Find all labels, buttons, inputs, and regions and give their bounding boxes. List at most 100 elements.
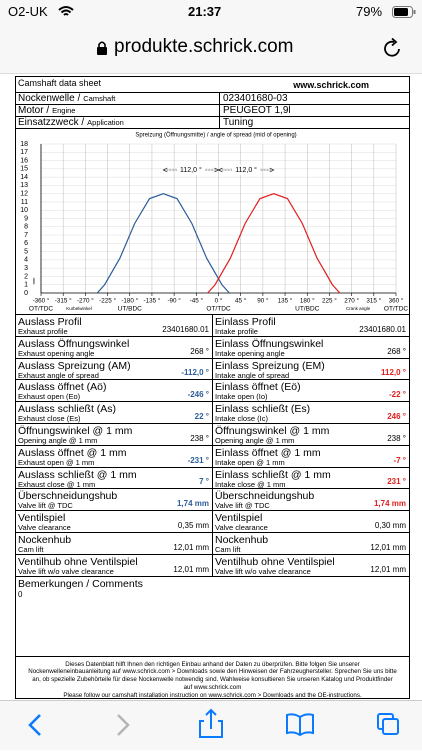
data-row: Überschneidungshub Valve lift @ TDC 1,74 m… [213,488,409,510]
row-value: -231 ° [187,455,209,465]
row-value: 22 ° [194,411,209,421]
row-label-en: Opening angle @ 1 mm [18,436,98,445]
data-row: Auslass Profil Exhaust profile 23401680.01 [16,314,213,336]
annotation-bg [232,165,261,175]
info-value: 023401680-03 [223,93,288,104]
lift-curve [207,193,341,294]
label: Einsatzzweck / [18,117,85,128]
chart-title: Spreizung (Öffnungsmitte) / angle of spr… [135,132,296,139]
row-label-en: Intake close (Ic) [215,414,268,423]
battery-icon [392,6,416,18]
row-value: 1,74 mm [176,499,209,509]
address-bar[interactable]: produkte.schrick.com [0,24,422,74]
chart: Spreizung (Öffnungsmitte) / angle of spr… [20,132,408,313]
arrow-head [217,167,275,173]
y-tick-label: 0 [24,290,28,297]
y-tick-label: 2 [24,273,28,280]
y-tick-label: 1 [24,282,28,289]
row-value: 112,0 ° [381,368,406,378]
row-label: Einlass Profil [215,316,276,328]
info-label: Motor / Engine [18,105,220,116]
row-value: 12,01 mm [173,542,209,552]
forward-button[interactable] [117,714,130,736]
x-marker-label: Kurbelwinkel [66,306,92,311]
y-tick-label: 11 [21,199,28,206]
label-en: Engine [52,106,76,115]
row-value: 12,01 mm [370,542,406,552]
row-label: Einlass Öffnungswinkel [215,337,324,350]
row-value: -7 ° [393,455,406,465]
footer: Dieses Datenblatt hilft Ihnen den richti… [16,655,409,698]
data-row: Auslass Öffnungswinkel Exhaust opening an… [16,335,213,358]
x-tick-label: 360 ° [389,297,404,305]
row-label: Ventilhub ohne Ventilspiel [215,555,335,568]
row-label: Einlass schließt @ 1 mm [215,468,331,481]
data-row: Ventilhub ohne Ventilspiel Valve lift w/o… [213,553,409,576]
data-row: Auslass öffnet (Aö) Exhaust open (Eo) -246… [16,379,213,402]
sheet-title: Camshaft data sheet [18,78,102,88]
x-tick-label: 0 ° [215,297,223,305]
wifi-icon [58,6,74,16]
y-tick-label: 14 [20,174,28,181]
data-row: Ventilhub ohne Ventilspiel Valve lift w/o… [16,553,213,576]
bookmarks-button[interactable] [286,713,314,737]
row-label-en: Intake open @ 1 mm [215,457,285,467]
y-tick-label: 5 [24,248,28,255]
x-tick-label: -225 ° [99,297,116,305]
row-value: 268 ° [387,346,406,356]
share-button[interactable] [199,708,223,738]
row-value: 268 ° [190,346,209,356]
row-label-en: Intake opening angle [215,348,285,358]
y-tick-label: 3 [24,265,28,272]
data-row: Einlass Profil Intake profile 23401680.01 [213,314,409,336]
y-tick-label: 10 [20,207,28,214]
lock-icon [97,41,107,55]
row-label-en: Exhaust angle of spread [18,370,99,380]
x-marker-label: UT/BDC [295,306,320,313]
row-label-en: Exhaust opening angle [18,348,95,358]
row-value: 238 ° [190,433,209,443]
annotation: 112,0 ° [180,166,202,174]
label: Motor / [18,105,50,116]
row-value: 12,01 mm [173,564,209,574]
reload-button[interactable] [382,37,404,59]
row-label-en: Exhaust profile [18,327,68,336]
row-label: Öffnungswinkel @ 1 mm [18,425,133,437]
annotation: 112,0 ° [235,166,257,174]
row-label-en: Exhaust close (Es) [18,414,81,423]
x-tick-label: 45 ° [235,297,247,305]
row-label-en: Intake open (Io) [215,392,268,402]
data-row: Nockenhub Cam lift 12,01 mm [213,532,409,554]
row-label: Auslass Profil [18,316,82,328]
row-label-en: Cam lift [215,545,241,554]
x-tick-label: -180 ° [121,297,138,305]
comments-value: 0 [18,589,23,599]
y-tick-label: 4 [24,257,28,264]
row-value: 0,35 mm [177,520,209,530]
row-value: -22 ° [389,390,406,400]
data-row: Auslass öffnet @ 1 mm Exhaust open @ 1 mm… [16,444,213,467]
label-en: Camshaft [83,94,116,103]
battery-percent: 79% [356,4,383,19]
y-tick-label: 6 [24,240,28,247]
info-label: Einsatzzweck / Application [18,117,220,128]
data-row: Einlass öffnet @ 1 mm Intake open @ 1 mm -… [213,444,409,467]
footer-line: Dieses Datenblatt hilft Ihnen den richti… [65,660,360,668]
row-value: 1,74 mm [373,499,406,509]
tabs-button[interactable] [377,713,399,735]
back-button[interactable] [28,714,41,736]
row-label-en: Valve lift @ TDC [215,501,270,511]
y-tick-label: 12 [20,191,28,198]
row-label-en: Exhaust open (Eo) [18,392,81,402]
footer-line: Please follow our camshaft installation … [63,691,362,698]
row-label: Einlass schließt (Es) [215,403,311,416]
row-label: Einlass öffnet (Eö) [215,381,301,394]
y-tick-label: 13 [20,182,28,189]
row-label: Auslass öffnet @ 1 mm [18,446,127,459]
status-bar: O2-UK 21:37 79% [0,0,422,24]
row-label: Auslass schließt @ 1 mm [18,468,137,481]
row-label-en: Cam lift [18,545,44,554]
data-row: Einlass schließt (Es) Intake close (Ic) 24… [213,401,409,423]
x-tick-label: 180 ° [300,297,315,305]
x-tick-label: 90 ° [257,297,269,305]
